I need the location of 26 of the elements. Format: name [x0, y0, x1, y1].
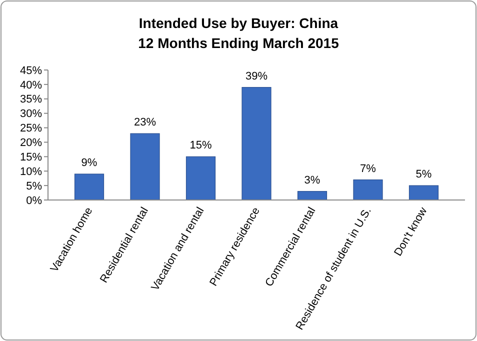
data-label: 3%	[304, 174, 320, 186]
y-tick-label: 30%	[20, 108, 42, 120]
y-tick-label: 15%	[20, 152, 42, 164]
chart-title: Intended Use by Buyer: China	[138, 15, 338, 31]
data-label: 5%	[416, 168, 432, 181]
y-tick-label: 35%	[20, 94, 42, 106]
bar	[130, 133, 160, 200]
y-tick-label: 40%	[20, 79, 42, 92]
y-tick-label: 10%	[20, 166, 42, 178]
data-label: 15%	[190, 140, 212, 152]
data-label: 23%	[134, 116, 156, 129]
y-tick-label: 5%	[26, 180, 42, 192]
y-tick-label: 0%	[26, 194, 42, 207]
data-label: 39%	[245, 70, 268, 82]
y-tick-label: 20%	[20, 137, 42, 150]
data-label: 7%	[360, 162, 376, 175]
bar	[242, 87, 272, 200]
bar	[353, 179, 383, 200]
chart-subtitle: 12 Months Ending March 2015	[138, 35, 340, 51]
y-tick-label: 25%	[20, 122, 42, 135]
bar	[186, 156, 216, 200]
bar	[408, 185, 439, 200]
bar	[297, 191, 328, 200]
data-label: 9%	[81, 157, 98, 169]
bar	[74, 174, 104, 200]
y-tick-label: 45%	[20, 64, 42, 77]
